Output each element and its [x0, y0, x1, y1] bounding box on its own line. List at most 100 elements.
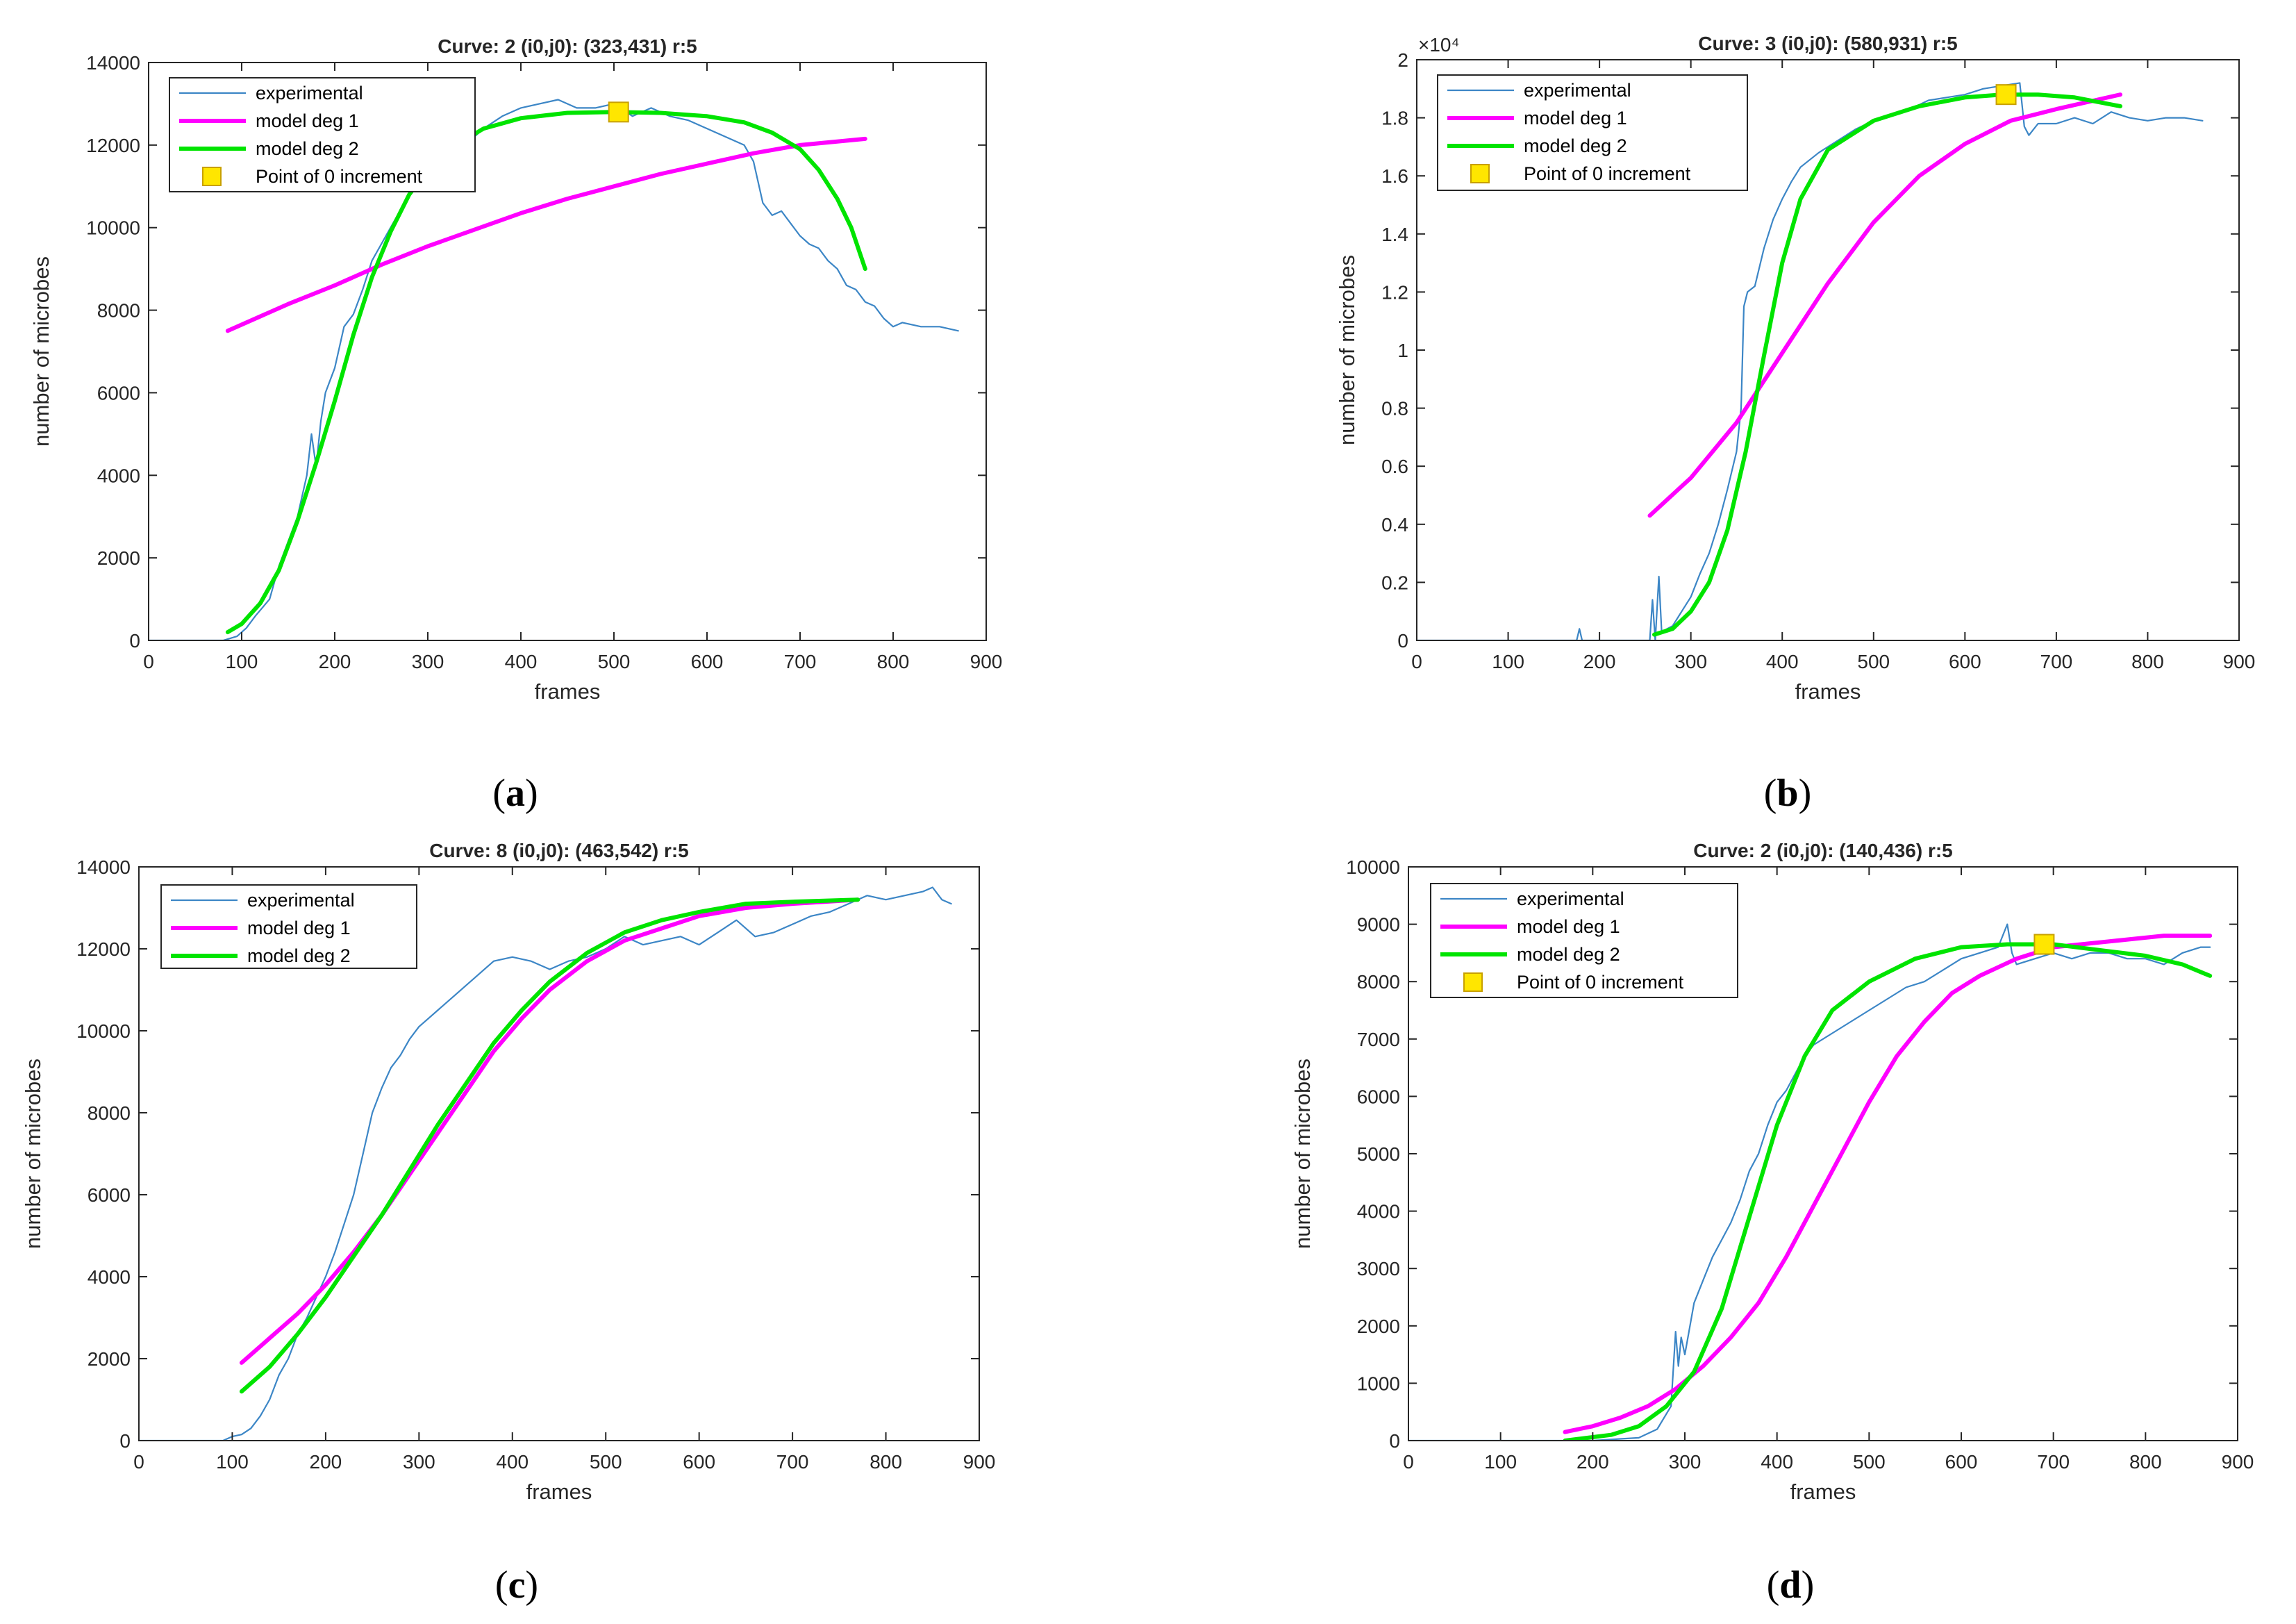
- y-tick-label: 2000: [97, 547, 140, 569]
- y-tick-label: 4000: [1357, 1201, 1400, 1223]
- x-tick-label: 200: [1583, 651, 1616, 672]
- x-tick-label: 0: [143, 651, 154, 672]
- legend-entry-label: experimental: [1517, 888, 1624, 909]
- y-tick-label: 3000: [1357, 1258, 1400, 1279]
- legend-entry-label: model deg 1: [1517, 916, 1620, 937]
- x-tick-label: 800: [877, 651, 910, 672]
- y-tick-label: 8000: [97, 300, 140, 322]
- x-tick-label: 600: [683, 1451, 715, 1473]
- x-tick-label: 0: [133, 1451, 144, 1473]
- chart-title: Curve: 8 (i0,j0): (463,542) r:5: [429, 840, 689, 861]
- x-tick-label: 500: [1857, 651, 1890, 672]
- y-tick-label: 0: [1389, 1430, 1400, 1452]
- legend-entry-label: model deg 1: [247, 918, 351, 938]
- panel-caption: (a): [492, 772, 538, 815]
- x-axis-label: frames: [526, 1480, 592, 1504]
- caption-close-paren: ): [525, 1564, 538, 1607]
- axes-box: [148, 62, 987, 641]
- y-tick-label: 1: [1397, 340, 1408, 361]
- legend-entry-label: model deg 2: [1517, 944, 1620, 965]
- point-of-zero-increment-marker: [2033, 934, 2055, 955]
- x-tick-label: 200: [319, 651, 351, 672]
- y-tick-label: 10000: [1346, 856, 1400, 878]
- x-tick-label: 100: [1492, 651, 1524, 672]
- panel-caption: (b): [1764, 772, 1811, 815]
- legend-box: [169, 77, 476, 192]
- point-of-zero-increment-marker: [608, 101, 629, 123]
- chart-title: Curve: 2 (i0,j0): (323,431) r:5: [438, 35, 697, 57]
- y-tick-label: 0: [1397, 630, 1408, 652]
- caption-letter: c: [508, 1564, 526, 1607]
- legend: experimental model deg 1 model deg 2 Point …: [1437, 74, 1748, 191]
- y-tick-label: 10000: [86, 217, 140, 239]
- y-tick-label: 1.6: [1381, 165, 1408, 187]
- legend-entry-label: experimental: [256, 83, 363, 103]
- x-tick-label: 700: [2040, 651, 2073, 672]
- legend-entry-label: experimental: [1524, 80, 1631, 101]
- x-tick-label: 300: [403, 1451, 435, 1473]
- y-tick-label: 14000: [76, 856, 131, 878]
- caption-close-paren: ): [1802, 1564, 1815, 1607]
- y-tick-label: 5000: [1357, 1143, 1400, 1165]
- chart-panel-a: 0 100 200 300 400 500 600 700 800 900 0 2000 4000 600…: [29, 35, 1002, 815]
- y-tick-label: 6000: [88, 1184, 131, 1206]
- caption-close-paren: ): [1799, 772, 1812, 815]
- x-tick-label: 200: [1577, 1451, 1609, 1473]
- legend: experimental model deg 1 model deg 2 Point …: [1430, 883, 1738, 998]
- point-of-zero-increment-marker: [1995, 84, 2017, 106]
- x-tick-label: 900: [2222, 1451, 2254, 1473]
- y-tick-label: 6000: [1357, 1086, 1400, 1107]
- x-tick-label: 800: [2131, 651, 2164, 672]
- y-tick-label: 2: [1397, 49, 1408, 71]
- series-line-model-deg-2: [239, 897, 860, 1394]
- x-tick-label: 400: [1766, 651, 1799, 672]
- chart-title: Curve: 3 (i0,j0): (580,931) r:5: [1698, 33, 1958, 54]
- series-line-experimental: [149, 99, 959, 640]
- x-tick-label: 900: [970, 651, 1003, 672]
- caption-letter: b: [1777, 772, 1798, 815]
- chart-panel-b: 0 100 200 300 400 500 600 700 800 900 0 0.2 0.4 0.6 0.…: [1335, 33, 2255, 815]
- y-tick-label: 0.6: [1381, 456, 1408, 477]
- y-tick-label: 1.4: [1381, 224, 1408, 245]
- caption-close-paren: ): [525, 772, 538, 815]
- x-tick-label: 900: [2223, 651, 2256, 672]
- x-tick-label: 900: [963, 1451, 996, 1473]
- x-axis-label: frames: [535, 679, 601, 704]
- panel-caption: (c): [495, 1564, 538, 1607]
- x-tick-label: 800: [2129, 1451, 2162, 1473]
- y-tick-label: 8000: [88, 1102, 131, 1124]
- x-axis-label: frames: [1795, 679, 1861, 704]
- legend-entry-label: model deg 1: [1524, 108, 1627, 129]
- legend-key-marker: [1470, 164, 1490, 183]
- x-tick-label: 400: [1761, 1451, 1793, 1473]
- x-tick-label: 800: [870, 1451, 902, 1473]
- y-tick-label: 2000: [1357, 1316, 1400, 1337]
- panel-caption: (d): [1767, 1564, 1814, 1607]
- x-tick-label: 300: [1669, 1451, 1702, 1473]
- legend-entry-label: model deg 2: [247, 945, 351, 966]
- x-tick-label: 100: [226, 651, 258, 672]
- y-tick-label: 10000: [76, 1020, 131, 1042]
- legend: experimental model deg 1 model deg 2: [160, 884, 417, 969]
- y-axis-label: number of microbes: [1290, 1059, 1315, 1249]
- legend-entry-label: model deg 1: [256, 110, 359, 131]
- y-tick-label: 0.2: [1381, 572, 1408, 593]
- x-tick-label: 500: [598, 651, 631, 672]
- y-tick-label: 0: [129, 630, 140, 652]
- x-tick-label: 300: [412, 651, 444, 672]
- x-tick-label: 700: [784, 651, 817, 672]
- y-tick-label: 12000: [86, 135, 140, 156]
- caption-open-paren: (: [1764, 772, 1777, 815]
- x-tick-label: 400: [505, 651, 538, 672]
- y-tick-label: 1.8: [1381, 108, 1408, 129]
- legend: experimental model deg 1 model deg 2 Point …: [169, 77, 476, 192]
- series-group: [139, 886, 952, 1441]
- legend-key-marker: [1463, 972, 1483, 992]
- series-line-model-deg-1: [1647, 92, 2122, 518]
- caption-open-paren: (: [495, 1564, 508, 1607]
- x-tick-label: 700: [776, 1451, 809, 1473]
- x-tick-label: 500: [590, 1451, 622, 1473]
- legend-entry-label: Point of 0 increment: [1524, 163, 1691, 184]
- x-axis-label: frames: [1790, 1480, 1856, 1504]
